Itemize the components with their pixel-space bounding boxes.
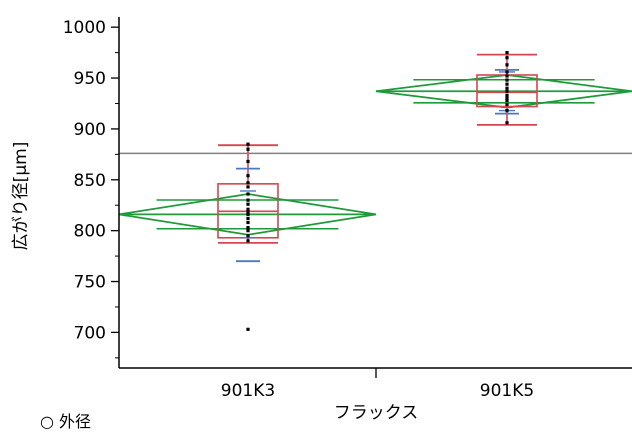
data-point (505, 51, 509, 55)
data-point (505, 89, 509, 93)
data-point (246, 239, 250, 243)
y-tick-label: 900 (74, 120, 106, 140)
data-point (505, 82, 509, 86)
data-point (246, 216, 250, 221)
data-point (505, 56, 509, 60)
data-point (505, 86, 509, 90)
data-point (505, 93, 509, 97)
group-901k5 (375, 51, 632, 126)
plot-area (118, 51, 632, 331)
data-point (246, 185, 250, 189)
data-point (246, 198, 250, 202)
data-point (246, 229, 250, 233)
x-tick-label: 901K5 (480, 381, 534, 401)
data-point (246, 327, 250, 331)
data-point (246, 220, 250, 225)
data-point (505, 96, 509, 100)
y-tick-label: 700 (74, 323, 106, 343)
data-point (246, 234, 250, 238)
data-point (246, 174, 250, 178)
data-point (246, 147, 250, 151)
data-point (505, 70, 509, 74)
data-point (246, 207, 250, 211)
data-point (505, 78, 509, 82)
x-tick-label: 901K3 (221, 381, 275, 401)
data-point (246, 212, 250, 216)
y-axis-title: 広がり径[μm] (11, 142, 31, 251)
data-point (505, 102, 509, 107)
y-tick-label: 800 (74, 222, 106, 242)
footer-text: ○ 外径 (40, 412, 92, 431)
data-point (505, 98, 509, 103)
data-point (246, 142, 250, 146)
data-point (246, 226, 250, 230)
data-point (246, 192, 250, 196)
axes: 700 750 800 850 900 950 1000 901K3 901K5 (63, 17, 632, 401)
y-tick-label: 1000 (63, 18, 106, 38)
data-point (505, 74, 509, 78)
data-point (246, 159, 250, 164)
data-point (505, 121, 509, 125)
data-point (505, 109, 509, 113)
x-axis-title: フラックス (334, 403, 419, 423)
y-tick-label: 850 (74, 171, 106, 191)
y-tick-label: 950 (74, 69, 106, 89)
data-point (246, 202, 250, 206)
data-point (246, 210, 250, 214)
data-point (246, 181, 250, 185)
data-point (505, 63, 509, 67)
group-901k3 (118, 142, 377, 331)
y-tick-label: 750 (74, 273, 106, 293)
